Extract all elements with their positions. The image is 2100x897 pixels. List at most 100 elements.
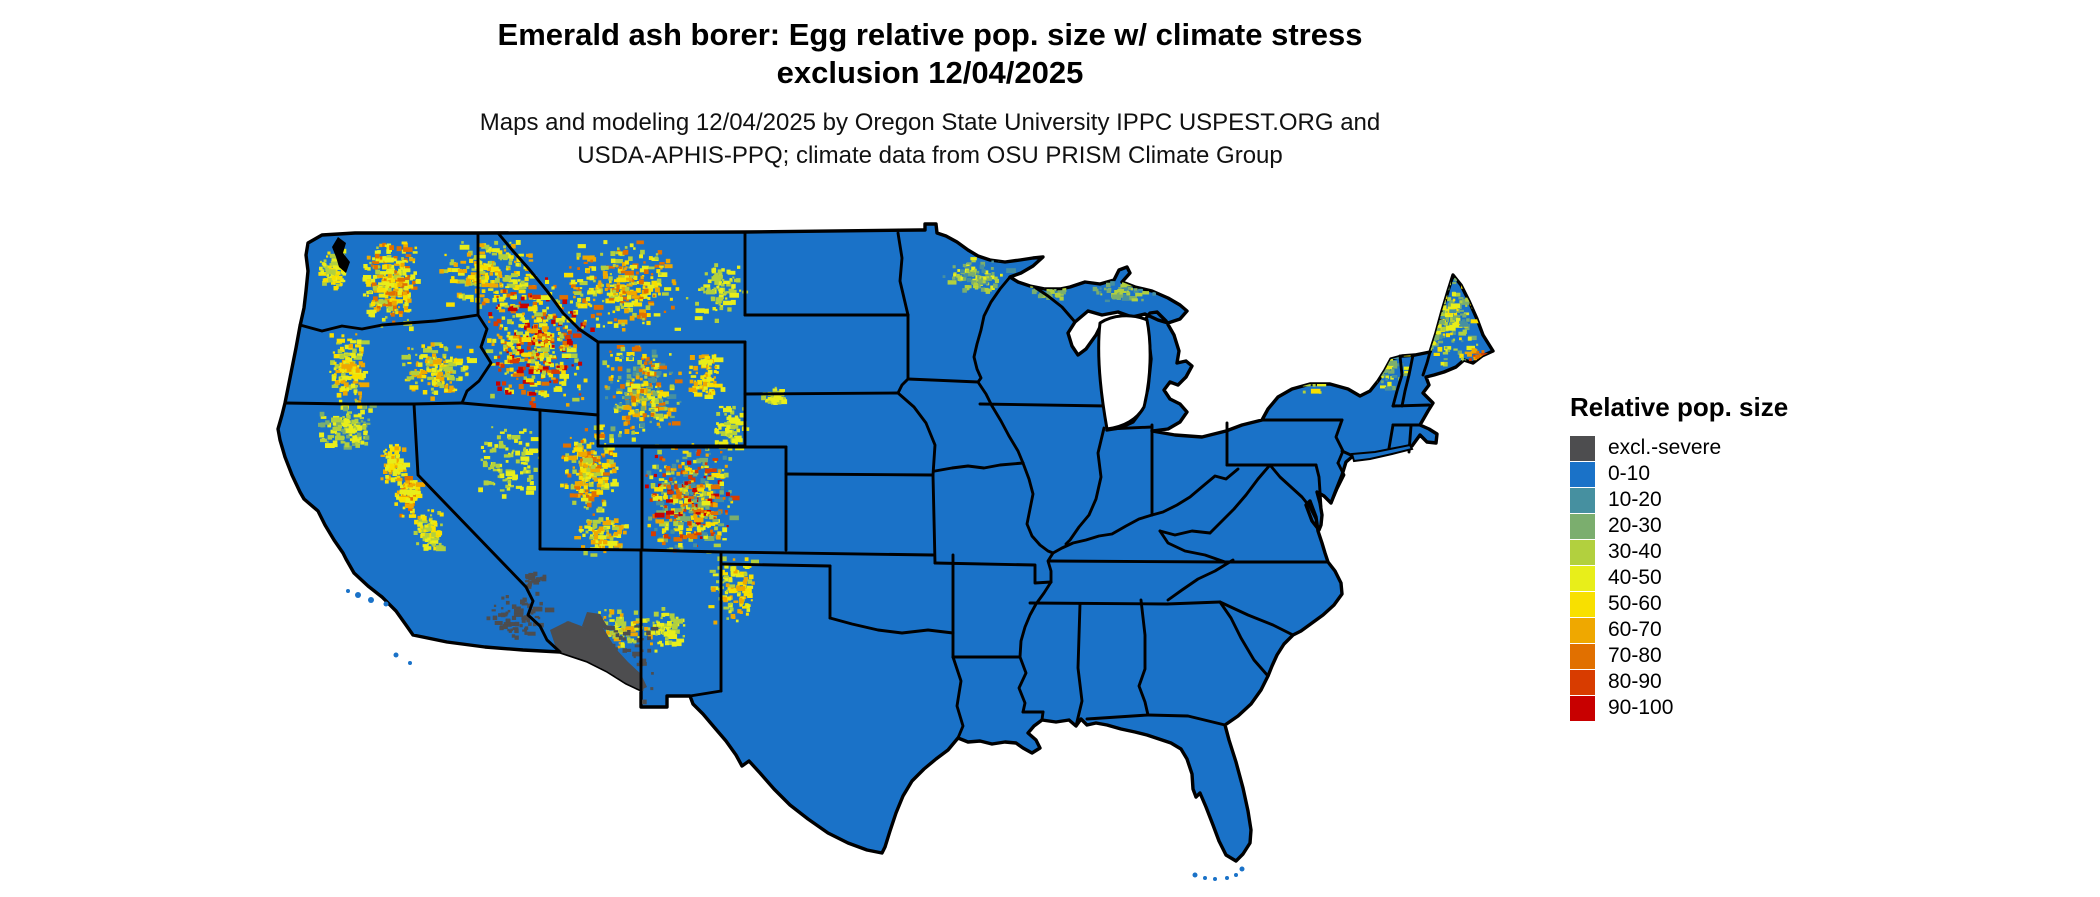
island-dot	[1225, 876, 1229, 880]
state-border-line	[990, 404, 1025, 465]
state-border-line	[1017, 655, 1028, 714]
state-border-line	[1391, 403, 1431, 408]
island-dot	[1213, 877, 1217, 881]
state-border-line	[1085, 713, 1150, 721]
state-borders	[283, 231, 1432, 740]
legend-item: 20-30	[1570, 513, 1830, 539]
state-border-line	[1400, 353, 1415, 408]
state-border-line	[1165, 600, 1222, 606]
legend-swatch	[1570, 539, 1595, 565]
state-border-line	[978, 402, 1109, 408]
state-border-line	[412, 402, 528, 589]
state-border-line	[1314, 463, 1323, 509]
legend-swatch	[1570, 617, 1595, 643]
state-border-line	[460, 313, 493, 405]
state-border-line	[1268, 463, 1318, 521]
island-dot	[383, 601, 389, 607]
exclusion-region-arizona	[582, 612, 607, 633]
island-dot	[1234, 873, 1238, 877]
state-border-line	[1034, 286, 1077, 324]
state-border-line	[1391, 354, 1404, 408]
legend-label: 20-30	[1608, 514, 1662, 537]
legend-item: 80-90	[1570, 669, 1830, 695]
legend-label: 50-60	[1608, 592, 1662, 615]
legend-label: 70-80	[1608, 644, 1662, 667]
us-map-container	[230, 163, 1550, 892]
legend-rows: excl.-severe 0-10 10-20 20-30 30-40 40-50 50-6…	[1570, 435, 1830, 721]
state-border-line	[933, 561, 1053, 585]
legend-label: 80-90	[1608, 670, 1662, 693]
map-subtitle: Maps and modeling 12/04/2025 by Oregon S…	[230, 106, 1630, 172]
island-dot	[346, 589, 350, 593]
puget-sound	[332, 237, 350, 273]
state-border-line	[1040, 710, 1045, 722]
state-border-line	[688, 689, 723, 698]
legend-label: 40-50	[1608, 566, 1662, 589]
legend-item: excl.-severe	[1570, 435, 1830, 461]
state-border-line	[1048, 559, 1227, 564]
legend-label: 60-70	[1608, 618, 1662, 641]
figure-header: Emerald ash borer: Egg relative pop. siz…	[230, 16, 1630, 172]
state-border-line	[1421, 350, 1432, 377]
state-border-line	[1137, 598, 1150, 717]
state-border-line	[283, 401, 464, 406]
state-border-line	[1218, 600, 1295, 637]
legend-swatch	[1570, 565, 1595, 591]
legend-swatch	[1570, 435, 1595, 461]
state-border-line	[524, 585, 562, 654]
state-border-line	[1051, 467, 1240, 555]
state-border-line	[1158, 529, 1212, 537]
map-legend: Relative pop. size excl.-severe 0-10 10-20…	[1570, 392, 1830, 721]
legend-label: excl.-severe	[1608, 436, 1722, 459]
state-border-line	[1208, 463, 1272, 535]
legend-item: 70-80	[1570, 643, 1830, 669]
state-border-line	[1334, 418, 1345, 465]
state-border-line	[1021, 461, 1055, 555]
island-dot	[408, 661, 412, 665]
state-border-line	[1218, 600, 1270, 678]
legend-swatch	[1570, 643, 1595, 669]
island-dot	[1239, 866, 1245, 872]
state-border-line	[496, 231, 600, 344]
state-border-line	[1329, 461, 1346, 505]
state-border-line	[298, 313, 480, 333]
legend-swatch	[1570, 669, 1595, 695]
state-border-line	[896, 391, 937, 477]
legend-swatch	[1570, 591, 1595, 617]
state-border-line	[896, 377, 910, 395]
state-border-line	[1146, 713, 1227, 727]
island-dot	[1203, 876, 1207, 880]
long-island	[1350, 443, 1414, 463]
state-border-line	[538, 547, 644, 552]
state-border-line	[951, 655, 965, 740]
legend-label: 90-100	[1608, 696, 1674, 719]
state-border-line	[1028, 601, 1169, 606]
legend-swatch	[1570, 695, 1595, 721]
map-title-line1: Emerald ash borer: Egg relative pop. siz…	[497, 17, 1363, 52]
map-title-line2: exclusion 12/04/2025	[776, 55, 1084, 90]
legend-item: 0-10	[1570, 461, 1830, 487]
state-border-line	[931, 473, 937, 565]
legend-item: 40-50	[1570, 565, 1830, 591]
map-title: Emerald ash borer: Egg relative pop. siz…	[230, 16, 1630, 92]
us-land-outline	[276, 222, 1495, 863]
legend-item: 60-70	[1570, 617, 1830, 643]
legend-swatch	[1570, 513, 1595, 539]
legend-swatch	[1570, 461, 1595, 487]
legend-label: 30-40	[1608, 540, 1662, 563]
island-dot	[393, 652, 399, 658]
legend-item: 10-20	[1570, 487, 1830, 513]
state-border-line	[1166, 558, 1235, 602]
us-map	[276, 222, 1495, 881]
state-border-line	[896, 231, 910, 317]
state-border-line	[1074, 602, 1084, 728]
legend-swatch	[1570, 487, 1595, 513]
island-dot	[355, 592, 361, 598]
legend-label: 10-20	[1608, 488, 1662, 511]
state-border-line	[933, 461, 1025, 473]
map-subtitle-line1: Maps and modeling 12/04/2025 by Oregon S…	[479, 109, 1381, 136]
state-border-line	[1046, 551, 1055, 584]
legend-item: 90-100	[1570, 695, 1830, 721]
lake-michigan	[1097, 314, 1152, 431]
state-border-line	[1340, 449, 1355, 458]
